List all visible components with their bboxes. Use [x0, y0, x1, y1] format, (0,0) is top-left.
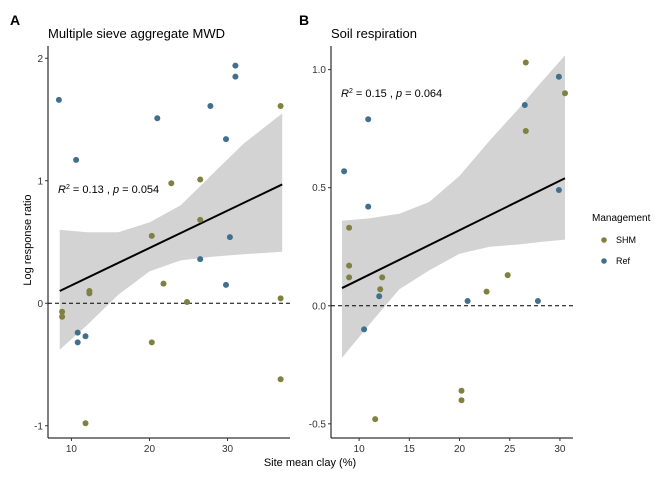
point-shm [197, 216, 204, 223]
point-ref [232, 62, 239, 69]
r2-value: = 0.15 , [353, 88, 396, 100]
panel-a-plot-area: 10 20 30 -1 0 1 2 [34, 46, 290, 455]
panel-b-stats-annotation: R2 = 0.15 , p = 0.064 [341, 88, 442, 100]
point-ref [232, 73, 239, 80]
panel-b-tag: B [299, 12, 309, 28]
x-tick-label: 25 [504, 444, 516, 455]
point-ref [223, 281, 229, 288]
point-ref [464, 298, 471, 304]
legend-label-ref: Ref [616, 256, 631, 266]
point-ref [82, 333, 89, 340]
point-shm [184, 299, 190, 305]
point-shm [82, 420, 89, 427]
regression-line [59, 183, 283, 292]
point-ref [365, 203, 372, 210]
point-ref [55, 96, 62, 103]
y-axis-title: Log response ratio [22, 194, 34, 285]
point-ref [361, 326, 368, 333]
point-shm [277, 295, 284, 302]
panel-a-tag: A [10, 12, 20, 28]
p-symbol: p [112, 184, 119, 196]
legend-label-shm: SHM [616, 235, 636, 245]
panel-a: A Multiple sieve aggregate MWD 10 20 30 -1 0… [10, 12, 290, 455]
y-tick-label: 0.0 [312, 301, 326, 312]
point-shm [168, 180, 175, 187]
point-shm [148, 339, 155, 346]
confidence-band [59, 113, 283, 350]
point-ref [365, 116, 372, 123]
point-shm [458, 397, 465, 404]
point-shm [160, 280, 167, 287]
regression-line [341, 177, 566, 289]
point-ref [521, 102, 528, 108]
point-ref [197, 256, 204, 263]
r2-superscript: 2 [349, 88, 353, 95]
legend-title: Management [592, 213, 651, 224]
point-shm [372, 416, 379, 423]
panel-b: B Soil respiration 10 15 20 25 30-0.50.00.51… [299, 12, 573, 455]
r2-superscript: 2 [66, 184, 70, 191]
panel-a-title: Multiple sieve aggregate MWD [48, 26, 225, 41]
point-shm [346, 274, 353, 281]
point-ref [223, 136, 229, 143]
x-tick-label: 20 [144, 444, 156, 455]
x-tick-label: 10 [354, 444, 366, 455]
point-shm [504, 272, 511, 279]
point-shm [458, 387, 465, 394]
point-ref [341, 168, 348, 175]
point-shm [277, 103, 284, 109]
point-shm [377, 286, 384, 293]
point-ref [207, 103, 214, 109]
p-value: = 0.054 [119, 184, 159, 196]
panel-b-plot-area: 10 15 20 25 30 -0.5 0.0 0.5 1.0 [309, 46, 573, 455]
point-shm [522, 128, 529, 134]
point-shm [562, 90, 568, 97]
legend: Management SHM Ref [592, 213, 651, 266]
x-tick-label: 30 [222, 444, 234, 455]
point-ref [154, 115, 161, 122]
point-ref [73, 156, 80, 163]
y-tick-label: -1 [34, 421, 43, 432]
point-ref [555, 73, 562, 80]
point-shm [86, 290, 93, 297]
point-ref [376, 293, 383, 300]
confidence-band [342, 55, 565, 358]
point-ref [555, 187, 562, 193]
point-shm [483, 288, 490, 295]
x-tick-label: 15 [404, 444, 416, 455]
x-tick-label: 10 [66, 444, 78, 455]
point-shm [277, 376, 284, 383]
panel-b-title: Soil respiration [331, 26, 417, 41]
point-shm [346, 262, 353, 269]
point-ref [226, 234, 233, 241]
y-tick-label: 0.5 [312, 183, 326, 194]
r2-symbol: R [341, 88, 349, 100]
x-axis-title: Site mean clay (%) [264, 457, 356, 469]
y-tick-label: 1 [37, 176, 43, 187]
r2-symbol: R [58, 184, 66, 196]
point-shm [197, 176, 204, 183]
x-tick-label: 30 [554, 444, 566, 455]
legend-marker-shm [601, 237, 607, 243]
r2-value: = 0.13 , [70, 184, 113, 196]
panel-a-stats-annotation: R2 = 0.13 , p = 0.054 [58, 184, 159, 196]
p-value: = 0.064 [402, 88, 442, 100]
point-shm [59, 313, 66, 320]
point-shm [522, 59, 529, 66]
x-tick-label: 20 [454, 444, 466, 455]
y-tick-label: 0 [37, 299, 43, 310]
point-shm [379, 274, 386, 281]
y-tick-label: 2 [37, 54, 43, 65]
point-ref [74, 339, 81, 346]
point-shm [59, 308, 66, 315]
point-shm [148, 232, 155, 239]
y-tick-label: -0.5 [309, 419, 327, 430]
point-ref [534, 298, 541, 304]
point-shm [346, 224, 353, 231]
p-symbol: p [395, 88, 402, 100]
y-tick-label: 1.0 [312, 65, 326, 76]
point-ref [74, 329, 81, 336]
legend-marker-ref [601, 258, 607, 264]
